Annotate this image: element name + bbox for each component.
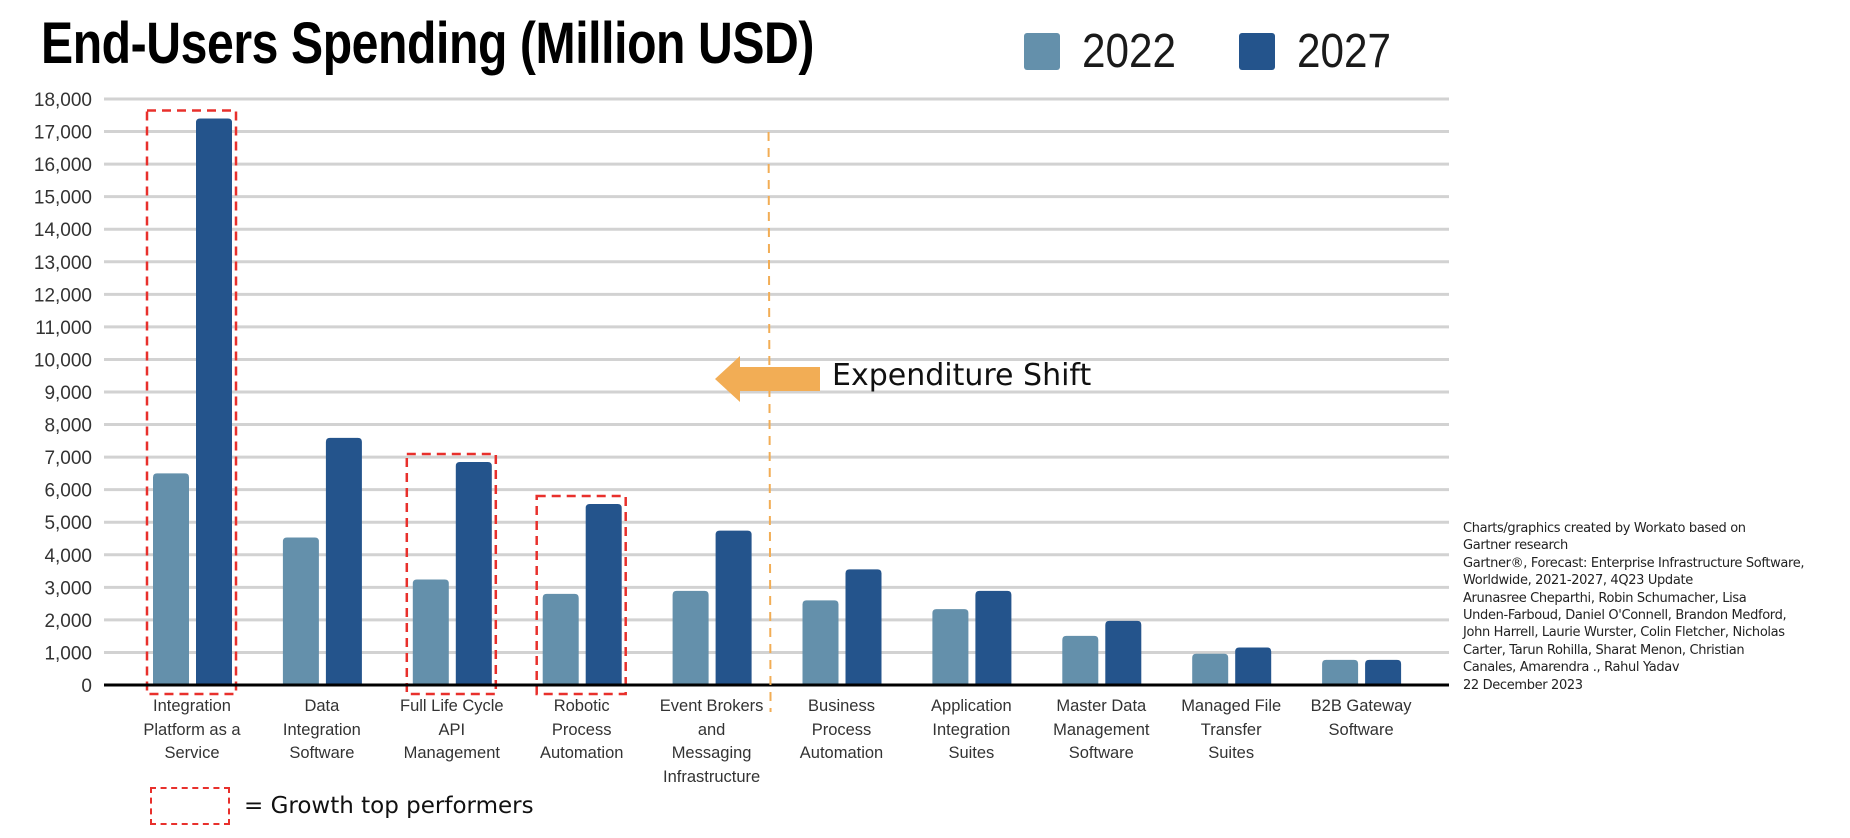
y-tick-label: 14,000 xyxy=(34,220,92,241)
x-tick-label: Integration Platform as a Service xyxy=(143,697,241,762)
y-tick-label: 13,000 xyxy=(34,253,92,274)
growth-legend: = Growth top performers xyxy=(150,787,534,825)
y-tick-label: 12,000 xyxy=(34,285,92,306)
x-tick-label: Application Integration Suites xyxy=(931,697,1012,762)
x-tick-label: Master Data Management Software xyxy=(1053,697,1150,762)
footnote-line: Canales, Amarendra ., Rahul Yadav xyxy=(1463,660,1680,676)
legend-item-2027: 2027 xyxy=(1239,24,1404,79)
legend-item-2022: 2022 xyxy=(1024,24,1189,79)
y-tick-label: 15,000 xyxy=(34,188,92,209)
y-tick-label: 3,000 xyxy=(44,578,92,599)
expenditure-shift-label: Expenditure Shift xyxy=(832,358,1092,393)
bar-2022 xyxy=(153,473,189,685)
x-tick-label: Managed File Transfer Suites xyxy=(1181,697,1282,762)
bar-2022 xyxy=(412,579,449,685)
y-tick-label: 10,000 xyxy=(34,350,92,371)
bar-2022 xyxy=(542,593,579,685)
bar-2027 xyxy=(845,569,882,685)
footnote-line: Unden-Farboud, Daniel O'Connell, Brandon… xyxy=(1463,608,1787,624)
y-tick-label: 11,000 xyxy=(35,318,92,339)
x-tick-label: B2B Gateway Software xyxy=(1310,697,1412,739)
bar-2027 xyxy=(325,437,362,685)
legend-label-2022: 2022 xyxy=(1082,25,1176,78)
bar-2022 xyxy=(1192,653,1229,685)
footnote-line: John Harrell, Laurie Wurster, Colin Flet… xyxy=(1463,625,1785,641)
arrow-left-icon xyxy=(715,356,820,402)
y-tick-label: 2,000 xyxy=(44,611,92,632)
source-footnote: Charts/graphics created by Workato based… xyxy=(1463,520,1804,694)
footnote-line: Worldwide, 2021-2027, 4Q23 Update xyxy=(1463,573,1693,589)
y-tick-label: 16,000 xyxy=(34,155,92,176)
bar-2022 xyxy=(282,537,319,685)
y-tick-label: 0 xyxy=(81,676,92,697)
growth-highlight-box xyxy=(535,494,627,696)
y-tick-label: 1,000 xyxy=(44,643,92,664)
y-tick-label: 8,000 xyxy=(44,416,92,437)
footnote-line: Gartner®, Forecast: Enterprise Infrastru… xyxy=(1463,555,1805,571)
y-tick-label: 5,000 xyxy=(44,513,92,534)
legend-swatch-2022 xyxy=(1024,33,1060,70)
footnote-line: 22 December 2023 xyxy=(1463,677,1583,693)
legend-label-2027: 2027 xyxy=(1297,25,1391,78)
x-tick-label: Data Integration Software xyxy=(282,697,361,762)
x-tick-label: Event Brokers and Messaging Infrastructu… xyxy=(659,697,764,786)
growth-legend-text: = Growth top performers xyxy=(244,793,534,819)
bar-2027 xyxy=(196,118,232,686)
y-tick-label: 4,000 xyxy=(44,546,92,567)
y-tick-label: 17,000 xyxy=(34,123,92,144)
x-tick-label: Robotic Process Automation xyxy=(539,697,624,762)
bar-2022 xyxy=(1322,659,1359,685)
chart-title: End-Users Spending (Million USD) xyxy=(41,11,815,76)
growth-highlight-box xyxy=(145,109,238,696)
bar-2027 xyxy=(1235,647,1272,685)
bar-2027 xyxy=(455,461,492,685)
legend-swatch-2027 xyxy=(1239,33,1275,70)
bar-2027 xyxy=(1105,620,1142,685)
y-tick-label: 18,000 xyxy=(34,90,92,111)
y-tick-label: 6,000 xyxy=(44,481,92,502)
bar-2022 xyxy=(932,609,969,685)
x-tick-label: Full Life Cycle API Management xyxy=(399,697,504,762)
expenditure-shift-divider xyxy=(767,131,772,713)
y-tick-label: 7,000 xyxy=(44,448,92,469)
x-tick-label: Business Process Automation xyxy=(799,697,884,762)
footnote-line: Gartner research xyxy=(1463,538,1568,554)
bar-2027 xyxy=(715,530,752,685)
bar-2022 xyxy=(802,600,839,685)
bar-2022 xyxy=(1062,635,1099,685)
y-tick-label: 9,000 xyxy=(44,383,92,404)
bar-2027 xyxy=(1365,659,1402,685)
bar-2022 xyxy=(672,590,709,685)
growth-legend-box xyxy=(150,787,230,825)
footnote-line: Charts/graphics created by Workato based… xyxy=(1463,521,1746,536)
footnote-line: Arunasree Cheparthi, Robin Schumacher, L… xyxy=(1463,590,1747,606)
bar-2027 xyxy=(975,590,1012,685)
bar-2027 xyxy=(585,503,622,685)
footnote-line: Carter, Tarun Rohilla, Sharat Menon, Chr… xyxy=(1463,642,1745,658)
